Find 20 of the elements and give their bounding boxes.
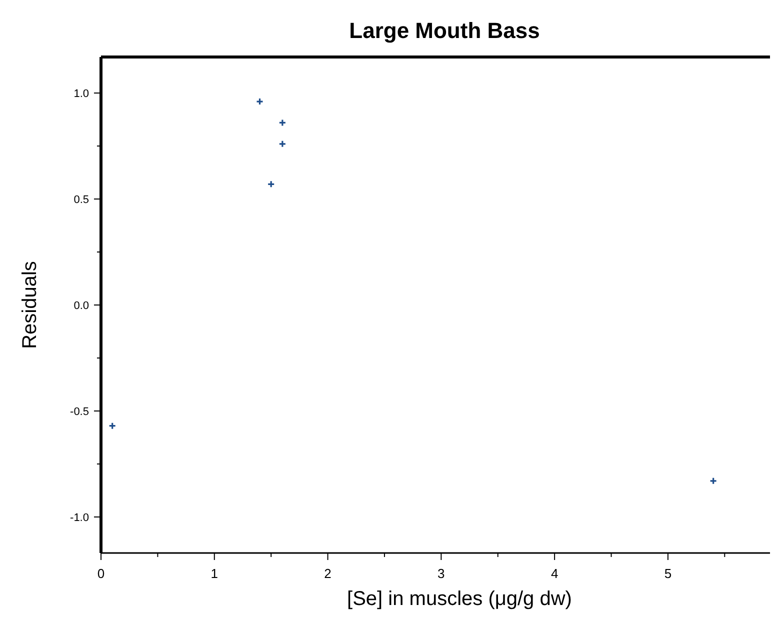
point — [278, 118, 286, 127]
y-tick-label: 1.0 — [74, 88, 89, 100]
x-tick-label: 4 — [550, 566, 558, 581]
x-tick-label: 1 — [210, 566, 218, 581]
y-tick-label: 0.5 — [74, 194, 89, 206]
chart-title: Large Mouth Bass — [349, 18, 540, 43]
y-tick-label: -0.5 — [70, 406, 89, 418]
x-tick-label: 2 — [324, 566, 332, 581]
point — [267, 180, 275, 188]
x-tick-label: 3 — [438, 566, 445, 581]
point — [108, 422, 116, 430]
point — [278, 140, 286, 148]
x-tick-label: 5 — [664, 566, 672, 581]
x-axis-title: [Se] in muscles (μg/g dw) — [347, 588, 572, 610]
x-tick-label: 0 — [97, 566, 105, 581]
y-tick-label: -1.0 — [70, 512, 89, 524]
point — [256, 98, 264, 106]
y-axis-title: Residuals — [19, 261, 41, 349]
y-tick-label: 0.0 — [74, 300, 89, 312]
point — [710, 477, 718, 485]
